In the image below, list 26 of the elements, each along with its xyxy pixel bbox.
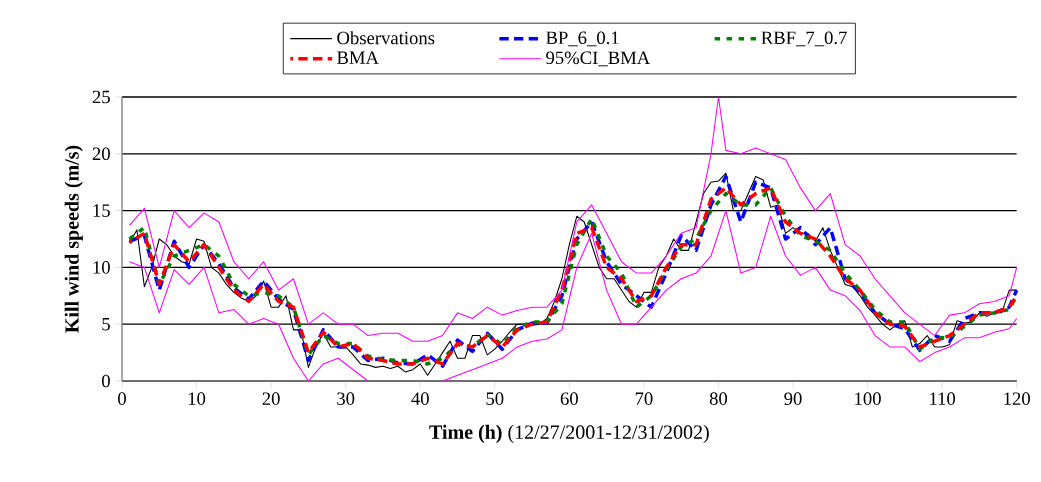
x-tick-label: 90 — [784, 392, 802, 405]
x-tick-label: 10 — [188, 392, 206, 405]
x-tick-label: 80 — [709, 392, 728, 405]
legend-label: 95%CI_BMA — [546, 51, 651, 67]
y-axis-title: Kill wind speeds (m/s) — [64, 145, 83, 333]
x-tick-label: 20 — [262, 392, 280, 405]
x-axis-title: Time (h) (12/27/2001-12/31/2002) — [429, 424, 709, 443]
y-tick-label: 20 — [92, 147, 110, 161]
x-tick-label: 0 — [118, 392, 126, 405]
x-tick-label: 70 — [635, 392, 653, 405]
y-tick-label: 10 — [93, 261, 110, 274]
x-tick-label: 30 — [337, 392, 355, 405]
x-tick-label: 40 — [411, 392, 429, 405]
x-tick-label: 50 — [486, 392, 504, 405]
y-tick-label: 5 — [102, 317, 110, 331]
legend-label: RBF_7_0.7 — [761, 31, 847, 47]
legend-label: Observations — [337, 31, 435, 45]
x-tick-label: 100 — [855, 392, 881, 405]
legend-label: BP_6_0.1 — [546, 31, 619, 47]
x-tick-label: 120 — [1004, 392, 1030, 405]
y-tick-label: 15 — [93, 204, 110, 217]
legend-label: BMA — [337, 51, 379, 64]
x-tick-label: 60 — [560, 392, 578, 405]
y-tick-label: 0 — [102, 374, 110, 388]
y-tick-label: 25 — [92, 90, 110, 104]
x-tick-label: 110 — [930, 392, 956, 405]
